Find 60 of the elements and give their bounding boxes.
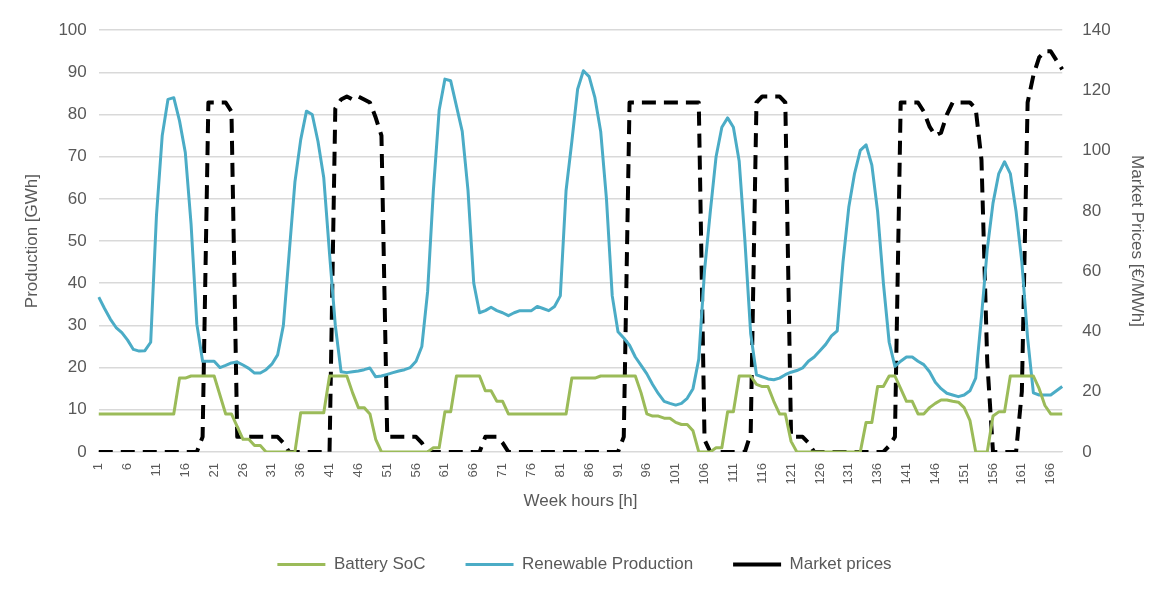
y2-tick-label: 60 [1082, 260, 1102, 280]
x-tick-label: 141 [898, 462, 914, 485]
y-tick-label: 30 [67, 315, 87, 335]
y2-tick-label: 20 [1082, 381, 1102, 401]
x-tick-label: 136 [869, 462, 885, 485]
y-tick-label: 80 [67, 104, 87, 124]
y-axis-title: Production [GWh] [21, 173, 41, 309]
y2-tick-label: 140 [1082, 19, 1111, 39]
y2-tick-label: 0 [1082, 441, 1092, 461]
y-tick-label: 20 [67, 357, 87, 377]
y2-tick-label: 120 [1082, 80, 1111, 100]
y-tick-label: 0 [77, 441, 87, 461]
x-tick-label: 116 [753, 462, 769, 484]
y-tick-label: 90 [67, 62, 87, 82]
x-tick-label: 66 [465, 462, 481, 478]
x-tick-label: 16 [176, 462, 192, 478]
x-axis-title: Week hours [h] [523, 491, 638, 511]
x-tick-label: 61 [436, 462, 452, 478]
x-tick-label: 106 [696, 462, 712, 485]
x-tick-label: 6 [119, 462, 135, 471]
y-tick-label: 10 [67, 399, 87, 419]
x-tick-label: 46 [349, 462, 365, 478]
y-tick-label: 100 [58, 19, 87, 39]
x-tick-label: 126 [811, 462, 827, 485]
x-tick-label: 26 [234, 462, 250, 478]
x-tick-label: 161 [1013, 462, 1029, 485]
x-tick-label: 31 [263, 462, 279, 478]
legend-label: Battery SoC [333, 554, 426, 574]
x-tick-label: 81 [551, 462, 567, 478]
x-tick-label: 91 [609, 462, 625, 478]
x-tick-label: 166 [1042, 462, 1058, 485]
legend-label: Renewable Production [522, 554, 694, 574]
x-tick-label: 56 [407, 462, 423, 478]
x-tick-label: 51 [378, 462, 394, 478]
x-tick-label: 21 [205, 462, 221, 478]
y-tick-label: 50 [67, 230, 87, 250]
x-tick-label: 76 [523, 462, 539, 478]
x-tick-label: 96 [638, 462, 654, 478]
x-tick-label: 86 [580, 462, 596, 478]
x-tick-label: 11 [148, 462, 164, 477]
y-tick-label: 40 [67, 272, 87, 292]
y-tick-label: 60 [67, 188, 87, 208]
x-tick-label: 121 [782, 462, 798, 485]
x-tick-label: 131 [840, 462, 856, 485]
y2-tick-label: 80 [1082, 200, 1102, 220]
y2-axis-title: Market Prices [€/MWh] [1128, 155, 1148, 328]
x-tick-label: 41 [321, 462, 337, 478]
x-tick-label: 1 [90, 462, 106, 471]
y2-tick-label: 40 [1082, 321, 1102, 341]
x-tick-label: 156 [984, 462, 1000, 485]
x-tick-label: 101 [667, 462, 683, 485]
legend-label: Market prices [789, 554, 892, 574]
y2-tick-label: 100 [1082, 140, 1111, 160]
x-tick-label: 71 [494, 462, 510, 478]
y-tick-label: 70 [67, 146, 87, 166]
x-tick-label: 36 [292, 462, 308, 478]
x-tick-label: 146 [926, 462, 942, 485]
line-series [96, 49, 1065, 452]
x-tick-label: 151 [955, 462, 971, 485]
x-tick-label: 111 [724, 462, 740, 483]
